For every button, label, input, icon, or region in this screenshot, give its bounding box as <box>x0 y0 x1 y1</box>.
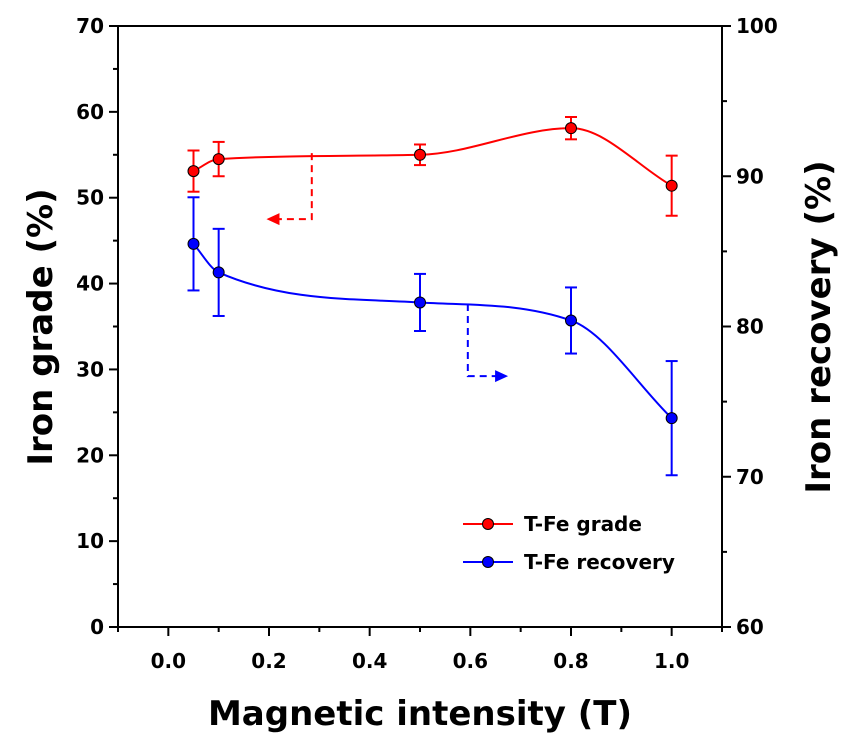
y-tick-label: 70 <box>76 14 104 38</box>
legend-marker <box>482 556 494 568</box>
data-point <box>414 296 426 309</box>
x-tick-label: 0.8 <box>553 649 588 673</box>
y-axis-title: Iron grade (%) <box>21 188 61 465</box>
series-line <box>193 127 673 187</box>
data-point <box>414 148 426 161</box>
x-tick-label: 1.0 <box>654 649 689 673</box>
x-tick-label: 0.6 <box>453 649 488 673</box>
data-point <box>212 153 225 166</box>
y-tick-label: 30 <box>76 357 104 381</box>
axis-indicator-arrows <box>266 153 509 383</box>
y2-tick-label: 70 <box>736 465 764 489</box>
y-tick-label: 60 <box>76 100 104 124</box>
legend: T-Fe grade T-Fe recovery <box>463 512 675 574</box>
legend-label: T-Fe recovery <box>524 550 675 574</box>
y-tick-label: 40 <box>76 272 104 296</box>
series-1 <box>187 196 678 477</box>
data-point <box>187 237 200 250</box>
grade-axis-arrowhead <box>266 213 280 226</box>
series-0 <box>187 116 678 217</box>
grade-axis-arrow-line <box>276 153 313 221</box>
y2-axis-title: Iron recovery (%) <box>799 160 839 493</box>
data-point <box>665 412 678 425</box>
data-point <box>187 165 200 178</box>
y2-tick-label: 80 <box>736 315 764 339</box>
series-line <box>192 243 673 419</box>
x-tick-label: 0.0 <box>151 649 186 673</box>
y-tick-label: 20 <box>76 443 104 467</box>
data-point <box>565 314 577 327</box>
series-layer <box>187 116 678 477</box>
y2-tick-label: 90 <box>736 164 764 188</box>
data-point <box>665 179 678 192</box>
legend-label: T-Fe grade <box>524 512 642 536</box>
y2-tick-label: 60 <box>736 615 764 639</box>
y-tick-label: 0 <box>90 615 104 639</box>
legend-marker <box>482 518 494 530</box>
x-tick-label: 0.2 <box>251 649 286 673</box>
data-point <box>565 122 577 135</box>
y-tick-label: 10 <box>76 529 104 553</box>
x-axis-title: Magnetic intensity (T) <box>208 694 632 734</box>
axis-ticks: 0.0 0.2 0.4 0.6 0.8 1.0 0 10 20 30 40 50 60 70 60 70 80 9… <box>76 14 778 673</box>
data-point <box>212 266 225 279</box>
x-tick-label: 0.4 <box>352 649 387 673</box>
y-tick-label: 50 <box>76 186 104 210</box>
y2-tick-label: 100 <box>736 14 778 38</box>
recovery-axis-arrow-line <box>466 303 499 378</box>
recovery-axis-arrowhead <box>495 370 509 383</box>
